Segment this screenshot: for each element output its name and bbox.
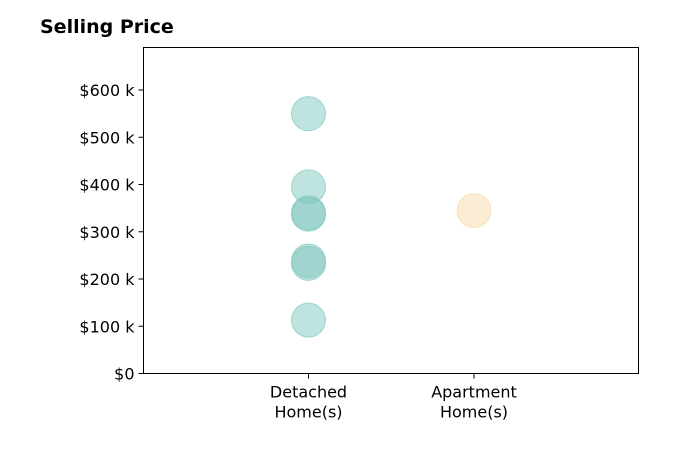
- data-points: [291, 96, 492, 338]
- y-axis: $0 $100 k $200 k $300 k $400 k $500 k $600 k: [79, 81, 144, 384]
- data-point: [291, 96, 326, 132]
- y-tick-label: $600 k: [79, 81, 135, 100]
- y-tick-label: $100 k: [79, 317, 135, 336]
- x-tick-label: Detached Home(s): [270, 383, 347, 422]
- y-tick-label: $400 k: [79, 176, 135, 195]
- x-axis: Detached Home(s) Apartment Home(s): [270, 373, 517, 422]
- data-point: [291, 196, 326, 232]
- y-tick-label: $200 k: [79, 270, 135, 289]
- y-tick-label: $300 k: [79, 223, 135, 242]
- data-point: [291, 245, 326, 281]
- chart-title: Selling Price: [40, 16, 174, 38]
- data-point: [291, 302, 326, 338]
- y-tick-label: $0: [114, 365, 134, 384]
- y-tick-label: $500 k: [79, 128, 135, 147]
- x-tick-label: Apartment Home(s): [431, 383, 517, 422]
- plot-frame: [143, 47, 639, 374]
- data-point: [456, 193, 492, 228]
